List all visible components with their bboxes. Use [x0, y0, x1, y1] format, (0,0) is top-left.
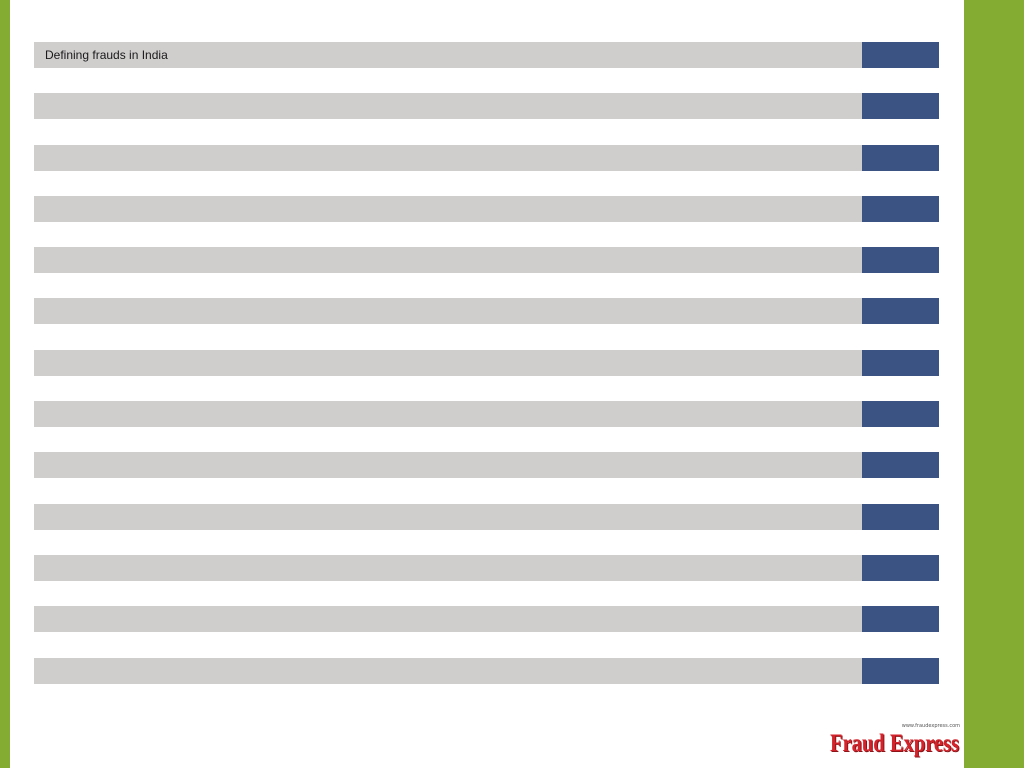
agenda-row-tab: [862, 554, 939, 581]
agenda-row-tab: [862, 42, 939, 68]
logo-url: www.fraudexpress.com: [901, 723, 960, 729]
agenda-row: [34, 195, 939, 222]
agenda-row-tab: [862, 144, 939, 171]
agenda-row-label: [34, 93, 862, 120]
left-accent-band: [0, 0, 10, 768]
agenda-row: [34, 298, 939, 325]
logo-wordmark-icon: Fraud Express Fraud Express: [830, 730, 960, 758]
agenda-row-tab: [862, 349, 939, 376]
agenda-row-label: [34, 554, 862, 581]
agenda-row-tab: [862, 93, 939, 120]
agenda-row-label: [34, 247, 862, 274]
agenda-row: [34, 349, 939, 376]
agenda-row: [34, 247, 939, 274]
agenda-row-label: [34, 298, 862, 325]
agenda-row-label: [34, 503, 862, 530]
agenda-row-label: [34, 349, 862, 376]
agenda-row: [34, 503, 939, 530]
logo-shadow: Fraud Express: [831, 731, 960, 758]
agenda-row-tab: [862, 247, 939, 274]
agenda-row: [34, 657, 939, 684]
agenda-row-tab: [862, 606, 939, 633]
agenda-row-tab: [862, 195, 939, 222]
agenda-row: Defining frauds in India: [34, 42, 939, 68]
agenda-row-label: [34, 606, 862, 633]
agenda-row-label: [34, 657, 862, 684]
agenda-row-label: [34, 195, 862, 222]
agenda-row-label: Defining frauds in India: [34, 42, 862, 68]
agenda-list: Defining frauds in India: [34, 42, 939, 709]
agenda-row-label: [34, 144, 862, 171]
agenda-row-tab: [862, 401, 939, 428]
agenda-row-tab: [862, 298, 939, 325]
agenda-row-label: [34, 452, 862, 479]
agenda-row: [34, 606, 939, 633]
agenda-row: [34, 554, 939, 581]
agenda-row: [34, 452, 939, 479]
agenda-row-label: [34, 401, 862, 428]
agenda-row-tab: [862, 452, 939, 479]
agenda-row: [34, 93, 939, 120]
agenda-row-tab: [862, 657, 939, 684]
agenda-row-tab: [862, 503, 939, 530]
agenda-row: [34, 401, 939, 428]
right-accent-band: [964, 0, 1024, 768]
fraud-express-logo: www.fraudexpress.com Fraud Express Fraud…: [826, 720, 964, 760]
logo-text: Fraud Express: [830, 730, 959, 757]
agenda-row: [34, 144, 939, 171]
